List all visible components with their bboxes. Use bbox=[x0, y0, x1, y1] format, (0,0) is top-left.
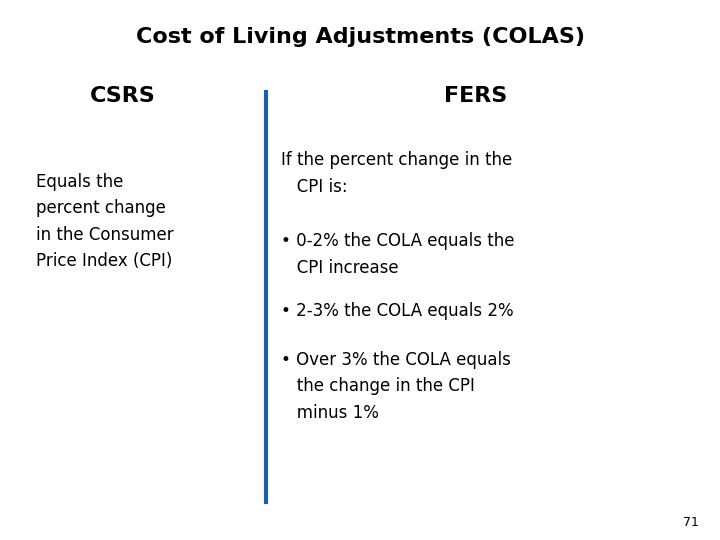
Text: FERS: FERS bbox=[444, 86, 507, 106]
Text: Cost of Living Adjustments (COLAS): Cost of Living Adjustments (COLAS) bbox=[135, 27, 585, 47]
Text: CSRS: CSRS bbox=[89, 86, 156, 106]
Text: If the percent change in the
   CPI is:: If the percent change in the CPI is: bbox=[281, 151, 512, 195]
Text: • 0-2% the COLA equals the
   CPI increase: • 0-2% the COLA equals the CPI increase bbox=[281, 232, 514, 276]
Text: • Over 3% the COLA equals
   the change in the CPI
   minus 1%: • Over 3% the COLA equals the change in … bbox=[281, 351, 510, 422]
Text: Equals the
percent change
in the Consumer
Price Index (CPI): Equals the percent change in the Consume… bbox=[36, 173, 174, 270]
Text: 71: 71 bbox=[683, 516, 698, 529]
Text: • 2-3% the COLA equals 2%: • 2-3% the COLA equals 2% bbox=[281, 302, 513, 320]
